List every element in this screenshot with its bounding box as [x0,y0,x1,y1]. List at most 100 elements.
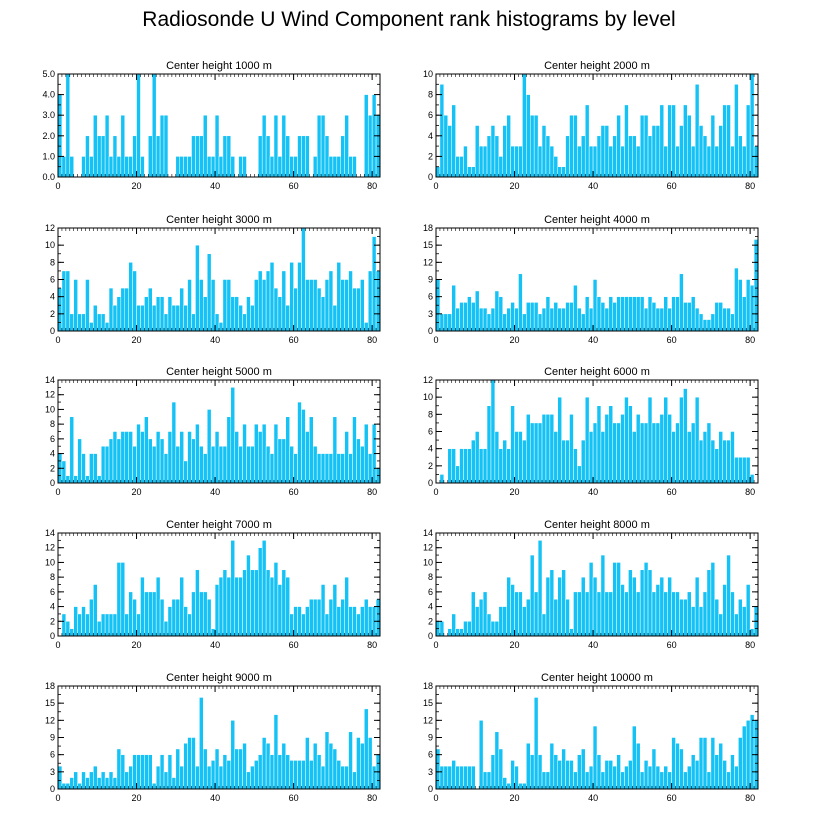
bar [320,584,326,637]
bar [698,439,704,484]
bar [265,742,271,790]
bar [77,613,82,637]
bar [600,125,606,178]
bar [482,771,488,790]
bar [265,569,271,637]
bar [371,236,377,332]
bar [320,453,326,484]
x-tick-label: 80 [745,181,755,191]
y-tick-label: 10 [423,557,433,567]
bar [647,135,653,178]
bar [116,438,122,484]
bar [242,156,247,178]
bar [305,135,310,178]
bar [651,591,657,637]
bar [269,453,275,484]
bar [671,104,676,178]
bar [344,279,349,332]
bar [679,598,684,637]
y-tick-label: 2 [428,616,433,626]
y-tick-label: 12 [45,223,55,233]
y-tick-label: 12 [45,715,55,725]
x-tick-label: 40 [588,793,598,803]
bar [155,296,161,332]
bar [636,742,641,790]
bar [301,135,306,178]
x-tick-label: 0 [433,640,438,650]
bar [140,576,145,637]
bar [651,125,657,178]
panel-title: Center height 2000 m [544,60,650,72]
bar [273,714,279,790]
bar [289,156,294,178]
bar [742,145,747,178]
bar [459,156,464,178]
bar [175,156,180,178]
bar [510,760,515,790]
figure-title: Radiosonde U Wind Component rank histogr… [142,8,676,31]
bar [230,540,235,637]
panel-4: Center height 4000 m 0 3 6 9 12 15 18 0 20 40 60 80 [423,214,759,345]
bar [549,307,555,332]
y-tick-label: 10 [423,69,433,79]
bar [510,584,515,637]
x-tick-label: 0 [55,487,60,497]
bar [569,414,574,484]
bar [324,613,330,637]
bar [140,754,145,790]
bar [463,765,468,790]
bar [77,313,82,332]
bar [273,114,279,178]
bar [195,765,200,790]
bar [360,742,365,790]
bar [659,771,665,790]
bar [647,765,653,790]
bar [659,576,665,637]
bar [643,422,649,484]
bar [57,765,63,790]
bar [69,313,74,332]
bar [364,708,369,790]
bar [344,114,349,178]
bar [687,114,692,178]
bar [545,771,551,790]
bar [494,621,500,637]
bar [710,439,716,484]
bar [478,448,484,484]
bar [592,145,598,178]
bar [490,307,496,332]
bar [175,598,180,637]
bar [191,737,196,790]
bar [639,422,645,484]
bar [301,227,306,332]
bar [490,621,496,637]
bar [151,445,157,484]
y-tick-label: 0 [428,631,433,641]
y-tick-label: 2 [50,616,55,626]
panel-title: Center height 9000 m [166,672,272,684]
bar [238,748,243,790]
bar [104,114,110,178]
bar [738,737,743,790]
bar [367,737,373,790]
bar [316,287,322,332]
bar [608,145,613,178]
bar [529,554,535,637]
bar [324,279,330,332]
bar [498,156,504,178]
bar [159,296,165,332]
bar [242,423,247,484]
panel-3: Center height 3000 m 0 2 4 6 8 10 12 0 20 40 60 80 [45,214,381,345]
bar [195,135,200,178]
bar [522,783,527,790]
x-tick-label: 40 [588,640,598,650]
bar [183,305,188,332]
bar [514,591,519,637]
bar [675,742,680,790]
bar [698,606,704,637]
bar [128,591,133,637]
bar [742,606,747,637]
bar [734,613,739,637]
bar [679,273,684,332]
y-tick-label: 12 [423,543,433,553]
